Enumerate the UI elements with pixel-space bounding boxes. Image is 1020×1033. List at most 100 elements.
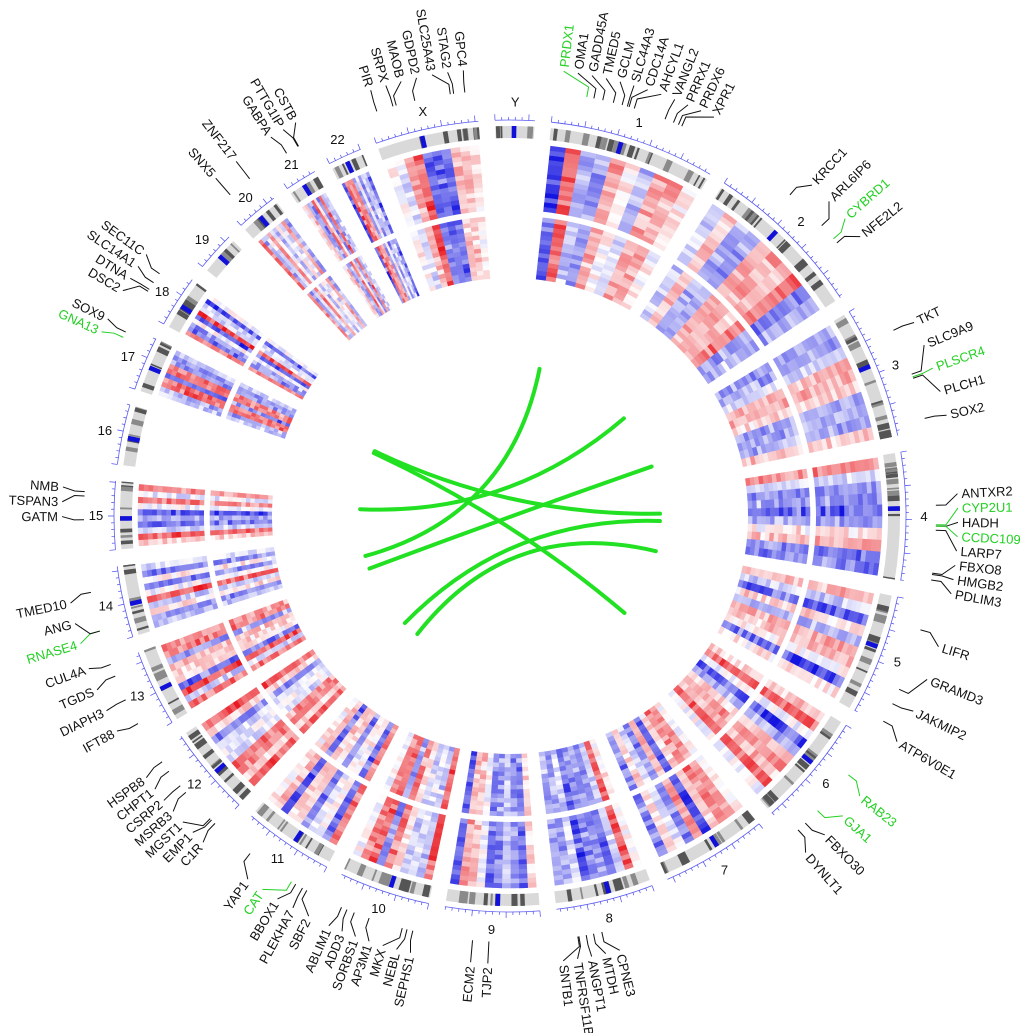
heatmap-cell [761, 406, 770, 417]
heatmap-cell [518, 854, 527, 860]
heatmap-cell [741, 385, 750, 396]
heatmap-cell [871, 527, 878, 541]
heatmap-cell [721, 689, 731, 699]
heatmap-cell [517, 826, 526, 832]
heatmap-cell [765, 701, 776, 712]
heatmap-cell [738, 603, 746, 612]
heatmap-cell [816, 369, 827, 383]
heatmap-cell [757, 601, 765, 612]
heatmap-cell [569, 262, 582, 270]
heatmap-cell [254, 502, 260, 508]
heatmap-cell [759, 540, 765, 549]
heatmap-cell [486, 844, 496, 851]
heatmap-cell [658, 320, 670, 331]
heatmap-cell [671, 302, 684, 314]
heatmap-cell [770, 615, 779, 626]
heatmap-cell [791, 720, 803, 732]
heatmap-cell [776, 420, 784, 431]
heatmap-cell [725, 275, 739, 289]
heatmap-cell [510, 807, 518, 812]
heatmap-cell [806, 639, 816, 651]
heatmap-cell [510, 811, 518, 817]
heatmap-cell [503, 811, 511, 817]
heatmap-cell [510, 802, 518, 808]
heatmap-cell [764, 274, 779, 290]
heatmap-cell [798, 354, 809, 367]
heatmap-cell [152, 491, 158, 498]
heatmap-cell [759, 620, 768, 630]
heatmap-cell [776, 409, 785, 421]
heatmap-cell [490, 797, 498, 803]
heatmap-cell [267, 523, 273, 528]
heatmap-cell [670, 264, 684, 276]
heatmap-cell [495, 831, 504, 837]
heatmap-cell [857, 493, 864, 506]
heatmap-cell [142, 502, 148, 510]
heatmap-cell [596, 247, 610, 256]
heatmap-cell [617, 224, 632, 235]
heatmap-cell [647, 250, 661, 261]
heatmap-cell [772, 541, 779, 551]
heatmap-cell [781, 279, 795, 295]
heatmap-cell [804, 497, 811, 508]
heatmap-cell [797, 625, 806, 637]
heatmap-cell [847, 368, 857, 383]
heatmap-cell [846, 407, 855, 421]
heatmap-cell [822, 475, 830, 487]
heatmap-cell [862, 527, 868, 540]
heatmap-cell [498, 771, 505, 777]
heatmap-cell [818, 427, 826, 440]
heatmap-cell [572, 249, 585, 258]
heatmap-cell [720, 619, 729, 629]
heatmap-cell [540, 235, 553, 242]
heatmap-cell [223, 491, 229, 497]
heatmap-cell [731, 268, 746, 282]
heatmap-cell [765, 524, 771, 534]
heatmap-cell [819, 342, 830, 356]
heatmap-cell [805, 618, 814, 630]
heatmap-cell [836, 473, 844, 486]
heatmap-cell [578, 269, 591, 278]
heatmap-cell [753, 320, 766, 334]
heatmap-cell [692, 231, 707, 244]
heatmap-cell [565, 147, 582, 156]
heatmap-cell [768, 482, 774, 492]
heatmap-cell [546, 174, 562, 181]
heatmap-cell [676, 329, 687, 341]
heatmap-cell [786, 383, 796, 396]
heatmap-cell [813, 476, 820, 488]
heatmap-cell [510, 850, 519, 856]
heatmap-cell [170, 498, 177, 505]
heatmap-cell [494, 854, 503, 860]
heatmap-cell [758, 759, 770, 771]
heatmap-cell [585, 281, 598, 290]
heatmap-cell [254, 498, 260, 504]
heatmap-cell [737, 766, 749, 777]
heatmap-cell [808, 609, 817, 621]
heatmap-cell [706, 658, 716, 668]
heatmap-cell [218, 515, 224, 521]
heatmap-cell [785, 480, 792, 491]
heatmap-cell [527, 877, 537, 884]
heatmap-cell [865, 470, 872, 483]
heatmap-cell [838, 495, 845, 507]
heatmap-cell [679, 251, 693, 263]
heatmap-cell [758, 732, 769, 743]
heatmap-cell [214, 510, 219, 516]
heatmap-cell [599, 239, 613, 248]
heatmap-cell [849, 645, 859, 659]
heatmap-cell [482, 805, 491, 812]
heatmap-cell [668, 267, 682, 279]
heatmap-cell [703, 684, 713, 694]
heatmap-cell [774, 607, 782, 618]
heatmap-cell [621, 171, 638, 182]
heatmap-cell [702, 262, 717, 275]
heatmap-cell [775, 617, 783, 628]
heatmap-cell [744, 546, 751, 555]
heatmap-cell [231, 519, 237, 525]
heatmap-cell [241, 528, 246, 534]
heatmap-cell [661, 278, 674, 290]
heatmap-cell [810, 347, 821, 360]
heatmap-cell [751, 492, 757, 502]
heatmap-cell [748, 700, 759, 711]
